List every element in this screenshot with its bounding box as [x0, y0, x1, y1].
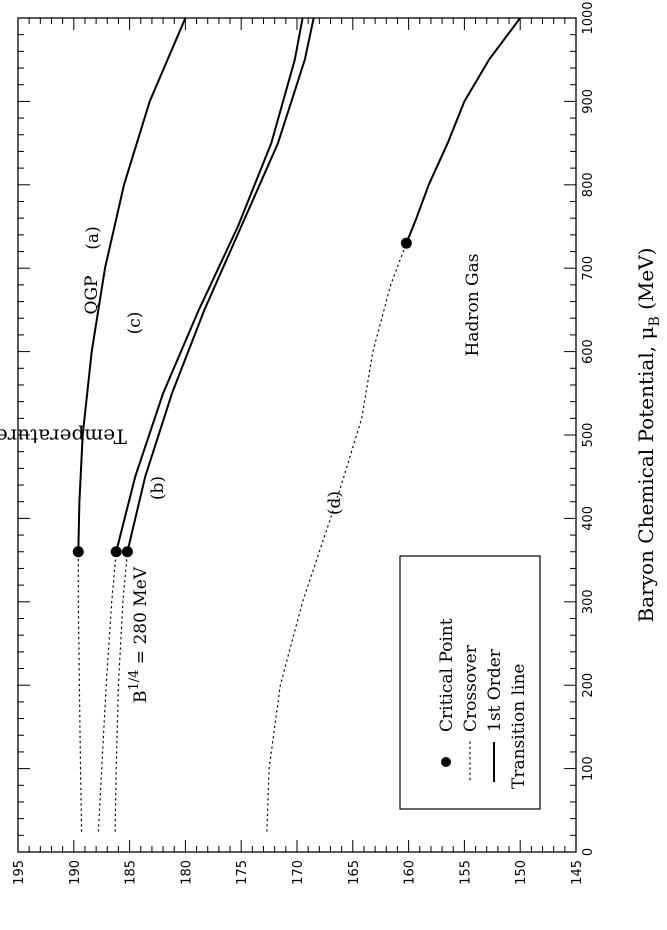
- x-axis-title-suffix: (MeV): [634, 248, 658, 317]
- x-tick-label: 0: [581, 848, 596, 856]
- y-tick-label: 155: [458, 860, 473, 885]
- legend-label-critical-point: Critical Point: [437, 618, 457, 732]
- hadron-gas-annot-group: Hadron Gas: [463, 254, 483, 357]
- y-tick-label-group: 145: [570, 860, 585, 885]
- critical-points: [72, 237, 412, 558]
- critical-point-marker: [110, 546, 122, 558]
- x-tick-label: 500: [581, 423, 596, 448]
- crossover-line-b: [114, 551, 128, 832]
- bag-constant-rest: = 280 MeV: [131, 566, 151, 669]
- x-tick-label: 100: [581, 756, 596, 781]
- y-tick-label-group: 160: [403, 860, 418, 885]
- x-axis-title: Baryon Chemical Potential, μB (MeV): [634, 248, 663, 623]
- y-tick-label: 150: [514, 860, 529, 885]
- legend-item-transition-line: Transition line: [509, 664, 529, 789]
- y-tick-label-group: 150: [514, 860, 529, 885]
- y-tick-label-group: 180: [179, 860, 194, 885]
- critical-point-marker: [72, 546, 84, 558]
- first-order-line-b: [126, 17, 315, 553]
- x-tick-label-group: 300: [581, 589, 596, 614]
- y-tick-label-group: 195: [12, 860, 27, 885]
- legend-item-crossover: Crossover: [461, 644, 481, 732]
- y-tick-labels: 145 150 155 160 165 170 175 180 185 190 195: [12, 860, 585, 885]
- x-axis-title-sub: B: [647, 316, 663, 326]
- legend-critical-point-symbol: [441, 757, 451, 767]
- x-tick-label-group: 100: [581, 756, 596, 781]
- crossover-line-a: [77, 551, 83, 832]
- legend-label-crossover: Crossover: [461, 644, 481, 732]
- y-tick-label-group: 175: [235, 860, 250, 885]
- x-tick-label-group: 0: [581, 848, 596, 856]
- axis-ticks: [17, 17, 577, 853]
- bag-constant-group: B1/4 = 280 MeV: [127, 566, 151, 703]
- y-tick-label: 190: [68, 860, 83, 885]
- curve-b-label: (b): [148, 476, 168, 500]
- y-tick-label: 160: [403, 860, 418, 885]
- curves: [77, 17, 522, 832]
- x-tick-label-group: 200: [581, 673, 596, 698]
- y-axis-title: Temperature, T (MeV): [0, 425, 127, 449]
- qgp-label: QGP: [82, 276, 102, 315]
- x-tick-label: 800: [581, 172, 596, 197]
- y-tick-label-group: 170: [291, 860, 306, 885]
- y-tick-label: 170: [291, 860, 306, 885]
- y-tick-label: 165: [347, 860, 362, 885]
- y-tick-label-group: 185: [124, 860, 139, 885]
- curve-d-annot-group: (d): [325, 491, 345, 515]
- x-axis-title-main: Baryon Chemical Potential, μ: [634, 327, 658, 623]
- legend-item-first-order: 1st Order: [485, 648, 505, 732]
- x-tick-label: 200: [581, 673, 596, 698]
- x-tick-labels: 0 100 200 300 400 500 600 700 800 900 1000: [581, 1, 596, 856]
- legend: Critical Point Crossover 1st Order Trans…: [399, 555, 541, 810]
- x-tick-label-group: 400: [581, 506, 596, 531]
- y-tick-label: 185: [124, 860, 139, 885]
- crossover-line-c: [97, 551, 117, 832]
- x-tick-label-group: 700: [581, 256, 596, 281]
- x-tick-label-group: 600: [581, 339, 596, 364]
- x-tick-label: 400: [581, 506, 596, 531]
- x-tick-label: 900: [581, 89, 596, 114]
- bag-constant-base: B: [131, 691, 151, 704]
- y-tick-label-group: 155: [458, 860, 473, 885]
- legend-item-critical-point: Critical Point: [437, 618, 457, 732]
- x-tick-label: 300: [581, 589, 596, 614]
- y-tick-label: 145: [570, 860, 585, 885]
- y-tick-label-group: 165: [347, 860, 362, 885]
- y-tick-label: 195: [12, 860, 27, 885]
- bag-constant-exp: 1/4: [127, 670, 142, 691]
- x-tick-label-group: 900: [581, 89, 596, 114]
- x-tick-label: 1000: [581, 1, 596, 34]
- svg-text:Baryon Chemical Potential, μB: Baryon Chemical Potential, μB (MeV): [634, 248, 663, 623]
- critical-point-marker: [121, 546, 133, 558]
- curve-d-label: (d): [325, 491, 345, 515]
- first-order-line-c: [115, 17, 304, 553]
- first-order-line-d: [405, 17, 522, 244]
- bag-constant-label: B1/4 = 280 MeV: [127, 566, 151, 703]
- legend-label-transition-line: Transition line: [509, 664, 529, 789]
- y-tick-label: 175: [235, 860, 250, 885]
- legend-label-first-order: 1st Order: [485, 648, 505, 732]
- x-tick-label-group: 800: [581, 172, 596, 197]
- x-tick-label: 700: [581, 256, 596, 281]
- qgp-annot-group: QGP: [82, 276, 102, 315]
- critical-point-marker: [400, 237, 412, 249]
- y-tick-label: 180: [179, 860, 194, 885]
- curve-b-annot-group: (b): [148, 476, 168, 500]
- first-order-line-a: [77, 17, 187, 552]
- legend-box: [399, 555, 541, 810]
- hadron-gas-label: Hadron Gas: [463, 254, 483, 357]
- y-tick-label-group: 190: [68, 860, 83, 885]
- x-tick-label-group: 1000: [581, 1, 596, 34]
- curve-c-annot-group: (c): [125, 312, 145, 335]
- curve-c-label: (c): [125, 312, 145, 335]
- crossover-line-d: [266, 242, 407, 832]
- y-axis-title-group: Temperature, T (MeV): [0, 425, 127, 449]
- curve-a-label: (a): [83, 226, 103, 249]
- curve-a-annot-group: (a): [83, 226, 103, 249]
- x-tick-label-group: 500: [581, 423, 596, 448]
- x-tick-label: 600: [581, 339, 596, 364]
